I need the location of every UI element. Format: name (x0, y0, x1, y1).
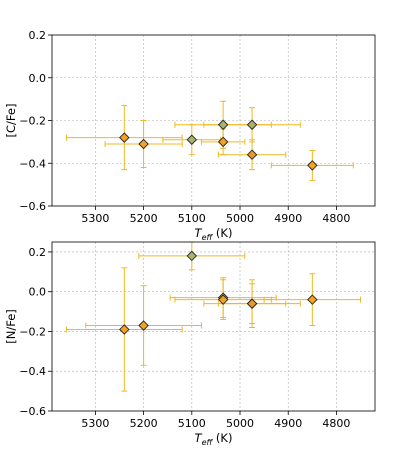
y-tick-label: 0.0 (29, 286, 47, 299)
x-tick-label: 4800 (322, 212, 350, 225)
x-tick-label: 4800 (322, 417, 350, 430)
data-point (217, 136, 229, 148)
y-axis-label: [N/Fe] (4, 309, 18, 344)
x-axis-label: Teff (K) (195, 431, 233, 447)
data-point (138, 138, 149, 150)
y-tick-label: −0.6 (19, 405, 46, 418)
y-tick-label: −0.2 (19, 115, 46, 128)
y-tick-label: −0.4 (19, 365, 46, 378)
panel-2: 5300 5200 5100 5000 4900 4800 0.2 0.0 −0.2 −0.4 −0… (4, 241, 376, 447)
data-point (119, 324, 130, 335)
x-tick-label: 5300 (81, 417, 109, 430)
x-tick-label: 5200 (130, 212, 158, 225)
x-tick-label: 5300 (81, 212, 109, 225)
data-point (307, 294, 318, 305)
plot-frame (51, 34, 376, 207)
data-point (119, 132, 130, 143)
data-point (246, 298, 258, 309)
data-point (217, 294, 229, 305)
x-tick-label: 5000 (226, 212, 254, 225)
plot-frame (51, 241, 376, 412)
data-point (186, 134, 198, 145)
data-point (246, 149, 258, 160)
data-point (217, 119, 229, 131)
y-tick-label: 0.2 (29, 246, 47, 259)
x-tick-label: 5000 (226, 417, 254, 430)
y-tick-label: −0.6 (19, 200, 46, 213)
x-tick-label: 5200 (130, 417, 158, 430)
y-tick-label: 0.0 (29, 72, 47, 85)
y-tick-label: −0.2 (19, 325, 46, 338)
x-tick-label: 5100 (178, 212, 206, 225)
y-tick-label: 0.2 (29, 29, 47, 42)
data-point (138, 320, 149, 331)
x-tick-label: 5100 (178, 417, 206, 430)
x-tick-label: 4900 (274, 212, 302, 225)
y-axis-label: [C/Fe] (4, 104, 18, 138)
data-point (307, 160, 318, 171)
data-point (186, 250, 198, 262)
x-tick-label: 4900 (274, 417, 302, 430)
x-axis-label: Teff (K) (195, 226, 233, 242)
y-tick-label: −0.4 (19, 157, 46, 170)
data-point (246, 119, 258, 131)
panel-1: 5300 5200 5100 5000 4900 4800 0.2 0.0 −0.2 −0.4 −0… (4, 29, 376, 242)
